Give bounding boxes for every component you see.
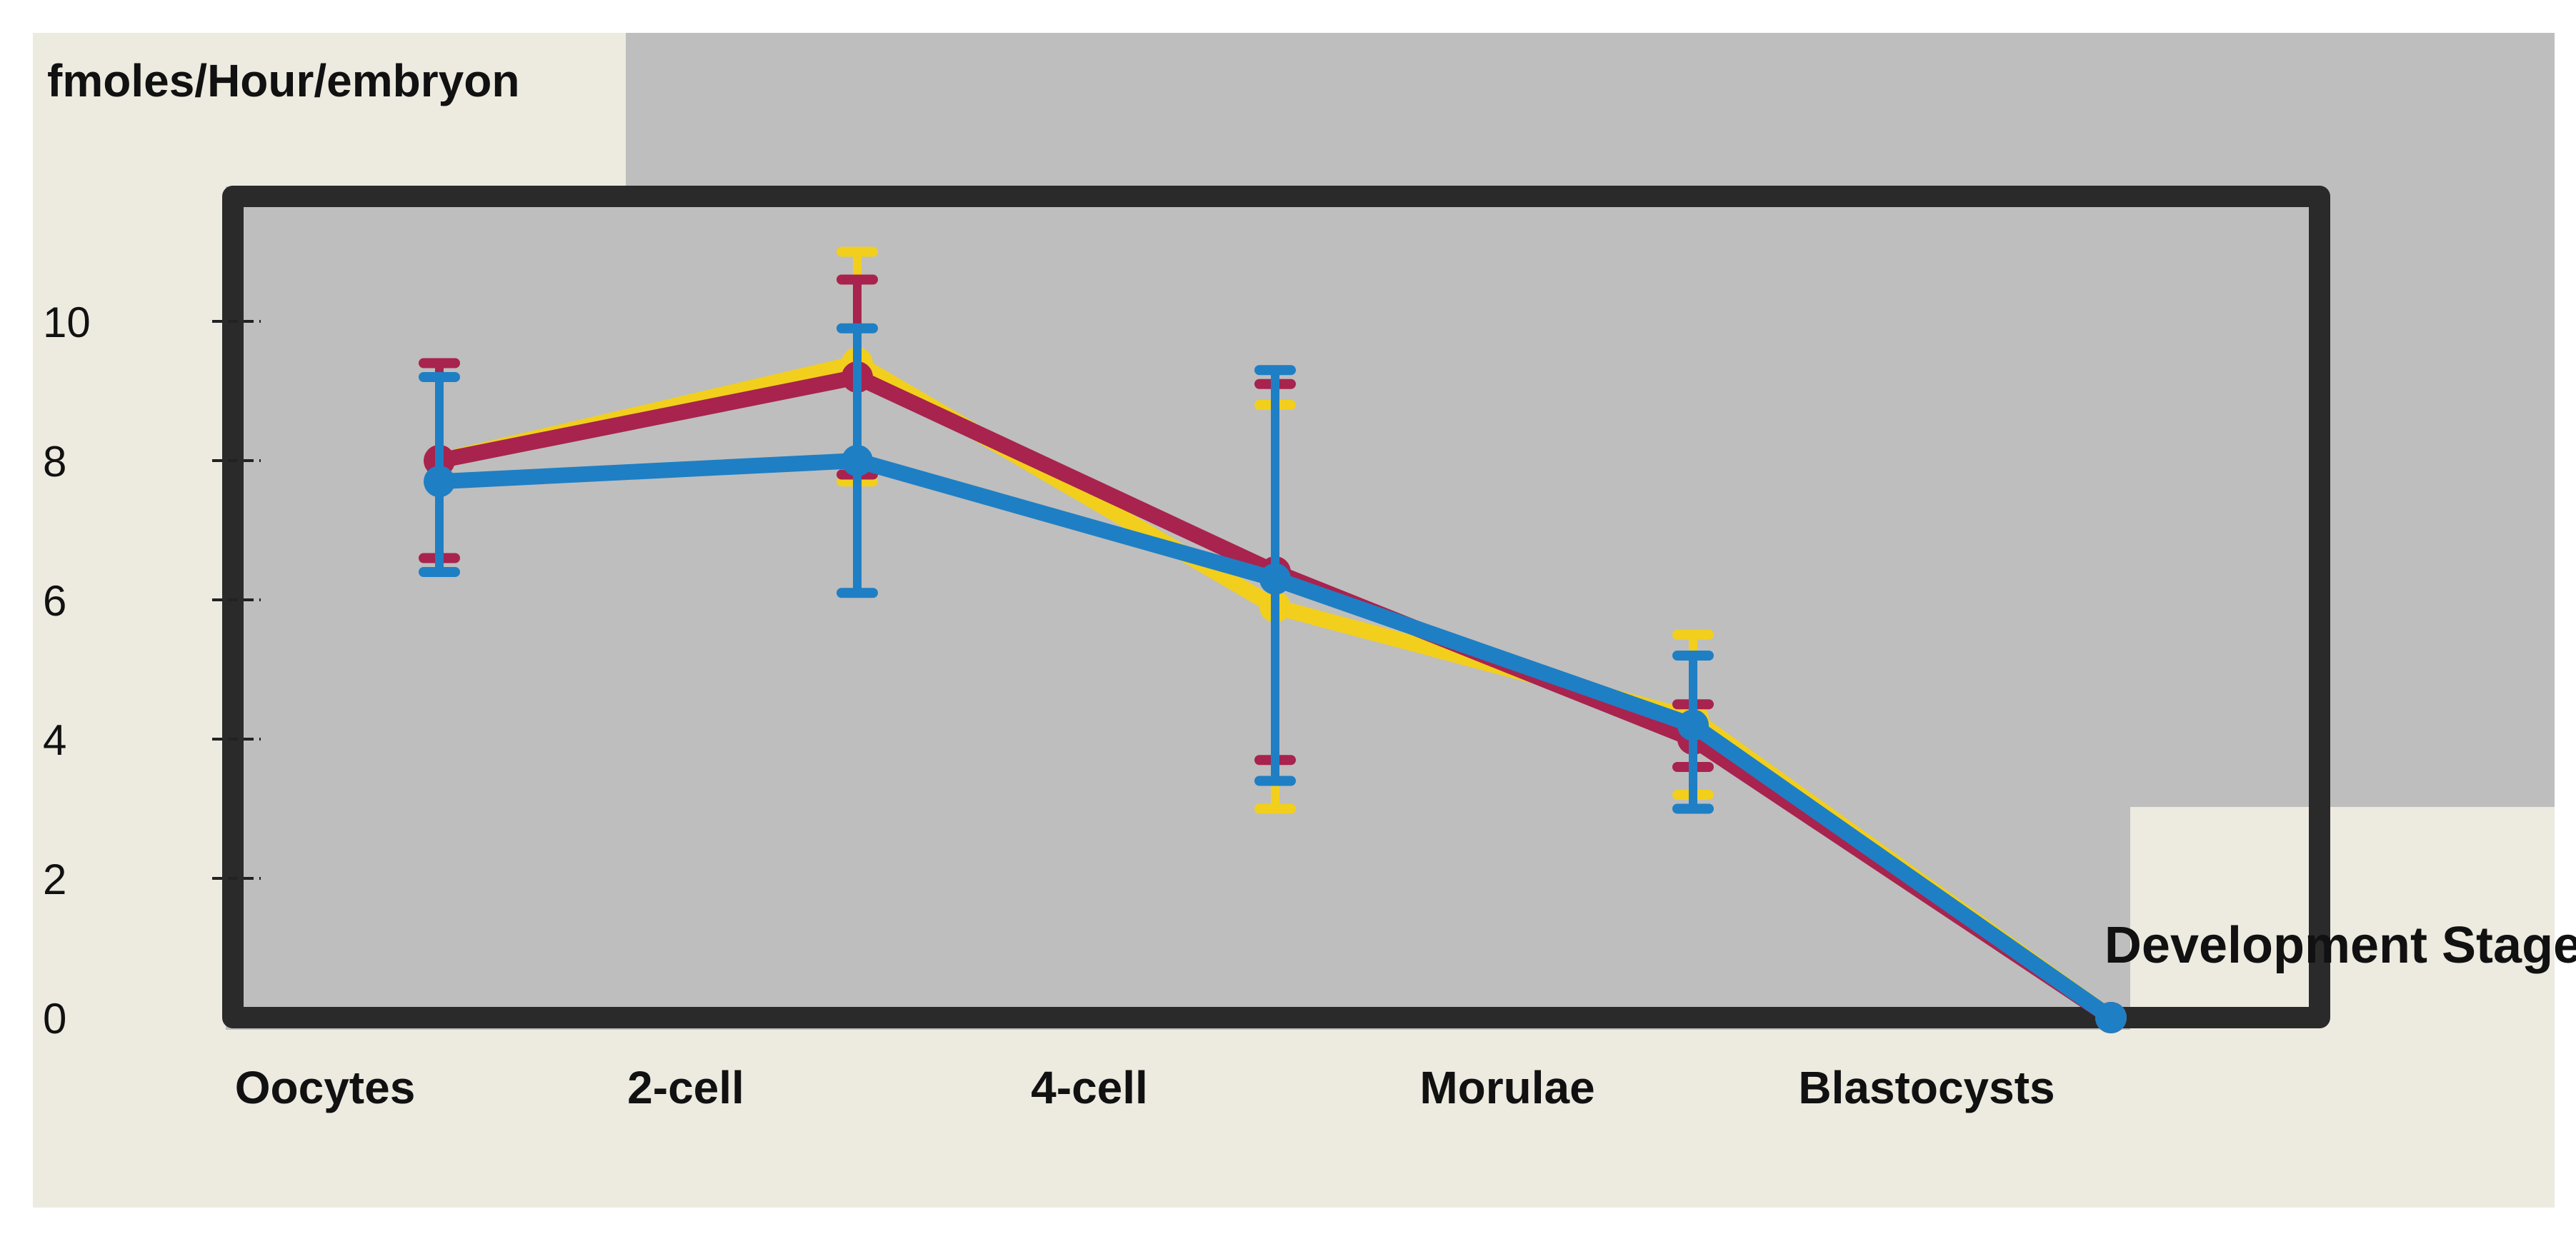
x-tick-label: Blastocysts bbox=[1798, 1062, 2055, 1113]
x-axis-label: Development Stage bbox=[2105, 917, 2576, 974]
x-tick-label: 2-cell bbox=[627, 1062, 744, 1113]
data-point bbox=[1677, 709, 1709, 741]
y-tick-label: 0 bbox=[43, 995, 66, 1043]
y-tick-label: 10 bbox=[43, 299, 91, 346]
data-point bbox=[2095, 1002, 2127, 1033]
series-3 bbox=[419, 323, 2127, 1033]
ylabel-panel bbox=[33, 33, 626, 186]
data-point bbox=[1259, 563, 1291, 595]
x-tick-label: 4-cell bbox=[1031, 1062, 1148, 1113]
y-tick-label: 2 bbox=[43, 856, 66, 903]
x-tick-label: Morulae bbox=[1419, 1062, 1594, 1113]
y-ticks: 0 2 4 6 8 10 bbox=[43, 299, 261, 1043]
x-tick-label: Oocytes bbox=[235, 1062, 416, 1113]
x-ticks: Oocytes 2-cell 4-cell Morulae Blastocysts bbox=[235, 1062, 2055, 1113]
plot-area-frame bbox=[222, 186, 2330, 1028]
y-axis-label: fmoles/Hour/embryon bbox=[47, 55, 519, 106]
data-point bbox=[842, 445, 873, 476]
y-tick-label: 8 bbox=[43, 438, 66, 486]
series-layer bbox=[419, 246, 2127, 1033]
data-point bbox=[424, 466, 455, 498]
y-tick-label: 6 bbox=[43, 577, 66, 625]
y-tick-label: 4 bbox=[43, 716, 66, 764]
